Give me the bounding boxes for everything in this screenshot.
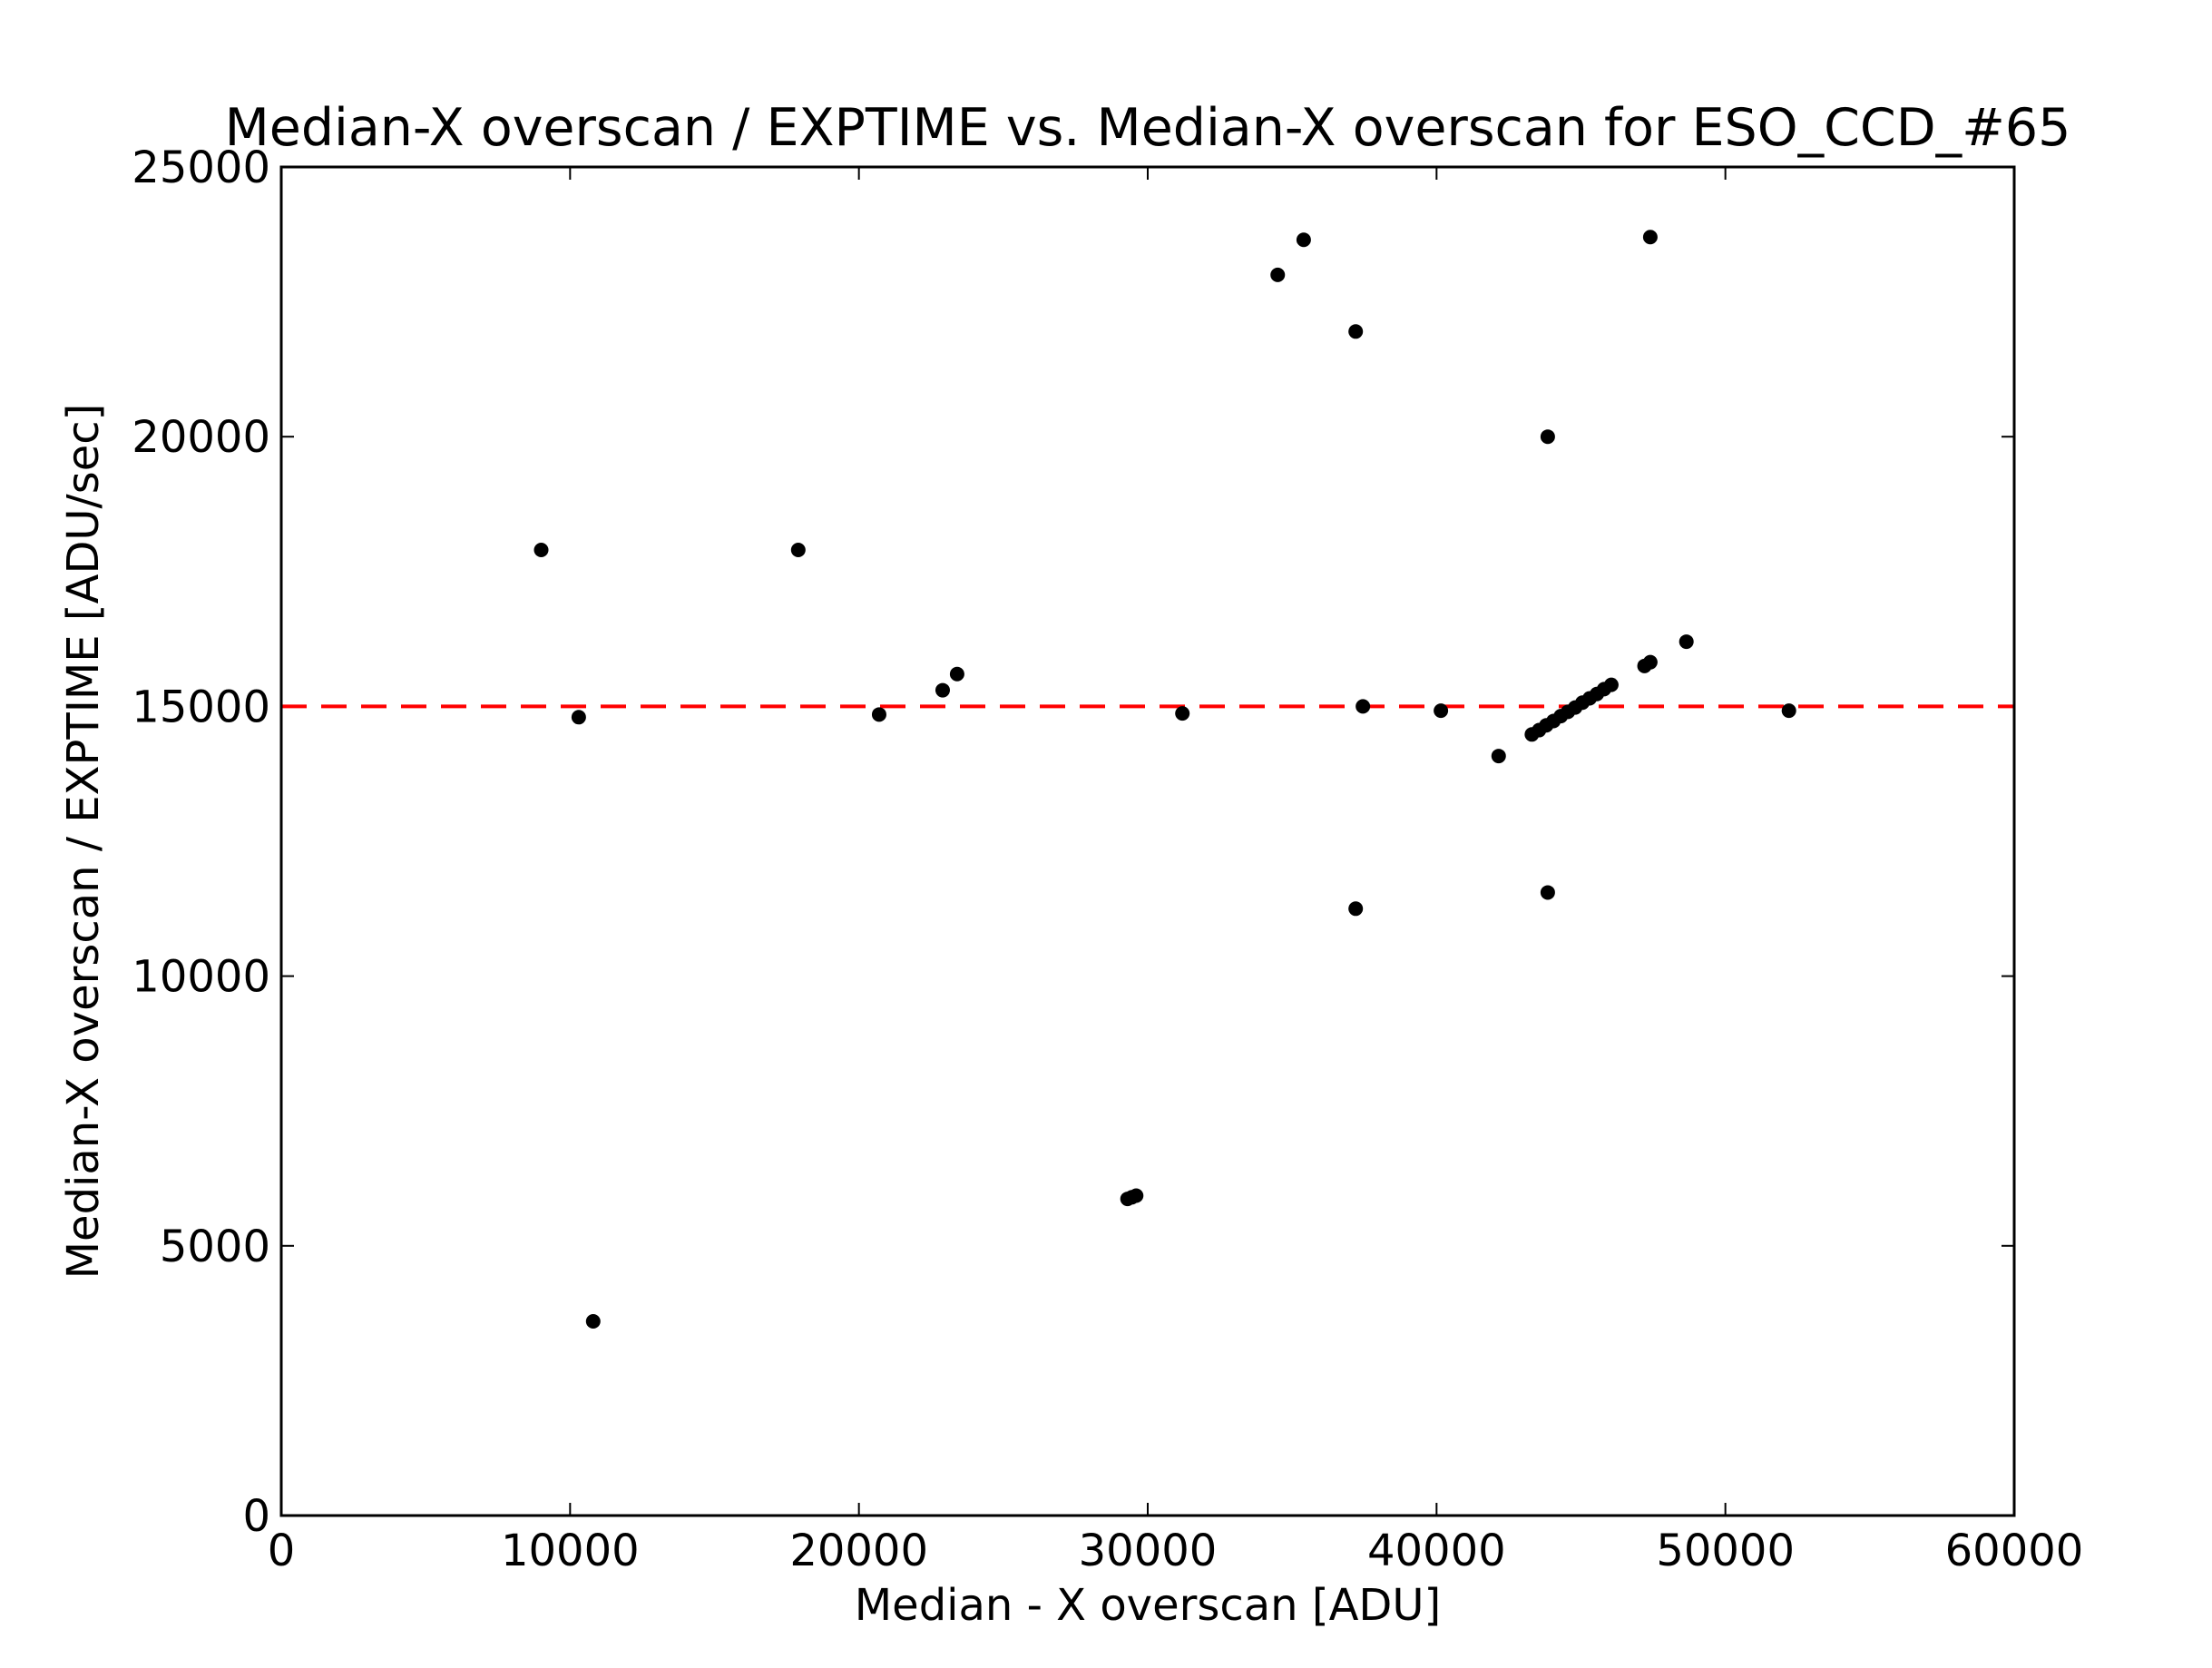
x-tick-label: 20000 xyxy=(789,1526,928,1576)
point xyxy=(1434,703,1449,719)
y-tick-label: 5000 xyxy=(160,1222,270,1272)
x-tick-label: 0 xyxy=(268,1526,296,1576)
y-tick-label: 15000 xyxy=(132,682,270,732)
y-tick-label: 20000 xyxy=(132,412,270,463)
point xyxy=(1296,232,1311,248)
point xyxy=(1642,230,1658,245)
point xyxy=(1540,885,1555,900)
point xyxy=(1781,703,1796,719)
point xyxy=(585,1314,601,1329)
point xyxy=(1679,634,1694,650)
point xyxy=(949,666,964,682)
plot-frame xyxy=(279,165,2016,1517)
x-tick-label: 40000 xyxy=(1367,1526,1506,1576)
point xyxy=(571,710,586,725)
chart-title: Median-X overscan / EXPTIME vs. Median-X… xyxy=(225,98,2071,158)
point xyxy=(1175,706,1190,721)
x-tick-label: 30000 xyxy=(1079,1526,1218,1576)
x-tick-label: 10000 xyxy=(501,1526,640,1576)
y-axis-label: Median-X overscan / EXPTIME [ADU/sec] xyxy=(58,404,109,1280)
y-tick-label: 0 xyxy=(242,1491,270,1542)
point xyxy=(790,543,806,558)
point xyxy=(871,707,886,722)
point xyxy=(935,682,950,698)
point xyxy=(1491,749,1506,764)
x-axis-label: Median - X overscan [ADU] xyxy=(855,1580,1441,1631)
point xyxy=(1348,901,1364,917)
y-tick-label: 10000 xyxy=(132,952,270,1003)
point xyxy=(1540,429,1555,445)
point xyxy=(1642,654,1658,670)
point xyxy=(1348,324,1364,339)
x-tick-label: 50000 xyxy=(1656,1526,1795,1576)
point xyxy=(533,543,549,558)
point xyxy=(1603,677,1619,692)
y-tick-label: 25000 xyxy=(132,142,270,193)
point xyxy=(1356,699,1371,714)
x-tick-label: 60000 xyxy=(1945,1526,2084,1576)
point xyxy=(1129,1188,1144,1203)
point xyxy=(1270,267,1286,282)
